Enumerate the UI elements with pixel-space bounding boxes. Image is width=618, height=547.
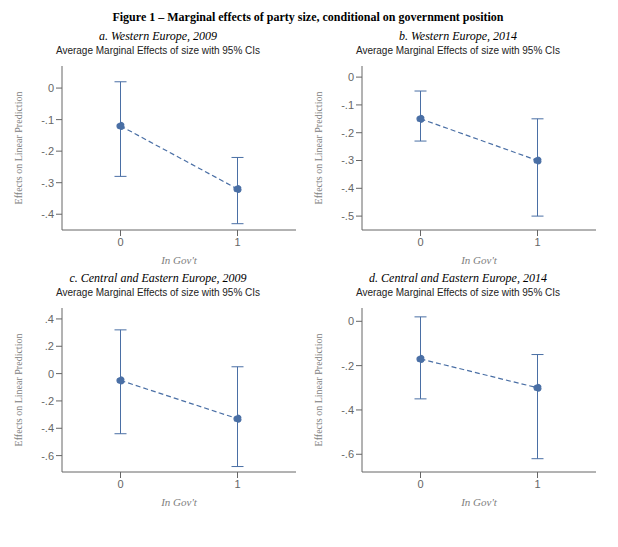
svg-text:-.2: -.2: [341, 360, 354, 372]
svg-text:1: 1: [534, 478, 540, 490]
svg-text:0: 0: [117, 236, 123, 248]
svg-text:Effects on Linear Prediction: Effects on Linear Prediction: [13, 334, 24, 447]
svg-text:In Gov't: In Gov't: [460, 254, 498, 266]
svg-text:Effects on Linear Prediction: Effects on Linear Prediction: [313, 92, 324, 205]
svg-text:0: 0: [348, 71, 354, 83]
svg-text:In Gov't: In Gov't: [160, 496, 198, 508]
svg-text:-.4: -.4: [341, 404, 354, 416]
svg-text:-.4: -.4: [41, 208, 54, 220]
svg-text:-.2: -.2: [41, 145, 54, 157]
html-text:a. Western Europe, 2009: a. Western Europe, 2009: [98, 29, 217, 43]
html-text:Average Marginal Effects of si: Average Marginal Effects of size with 95…: [55, 287, 261, 298]
svg-text:-.2: -.2: [341, 127, 354, 139]
svg-text:-.4: -.4: [41, 422, 54, 434]
svg-text:-.2: -.2: [41, 395, 54, 407]
svg-text:.2: .2: [45, 340, 54, 352]
svg-text:-.3: -.3: [341, 154, 354, 166]
svg-text:-.5: -.5: [341, 210, 354, 222]
svg-text:.4: .4: [45, 313, 54, 325]
svg-text:In Gov't: In Gov't: [160, 254, 198, 266]
svg-text:0: 0: [117, 478, 123, 490]
svg-text:-.1: -.1: [41, 114, 54, 126]
html-text:Figure 1 – Marginal effects of: Figure 1 – Marginal effects of party siz…: [112, 10, 504, 24]
svg-text:-.1: -.1: [341, 99, 354, 111]
svg-text:0: 0: [417, 236, 423, 248]
svg-text:0: 0: [48, 368, 54, 380]
html-text:d. Central and Eastern Europe,: d. Central and Eastern Europe, 2014: [369, 271, 547, 285]
html-text:b. Western Europe, 2014: b. Western Europe, 2014: [398, 29, 517, 43]
svg-text:-.6: -.6: [41, 450, 54, 462]
svg-text:In Gov't: In Gov't: [460, 496, 498, 508]
svg-text:1: 1: [234, 236, 240, 248]
svg-text:1: 1: [534, 236, 540, 248]
svg-text:-.3: -.3: [41, 177, 54, 189]
svg-text:-.4: -.4: [341, 182, 354, 194]
svg-text:0: 0: [417, 478, 423, 490]
html-text:Average Marginal Effects of si: Average Marginal Effects of size with 95…: [355, 287, 561, 298]
svg-text:0: 0: [48, 82, 54, 94]
svg-text:0: 0: [348, 315, 354, 327]
html-text:Average Marginal Effects of si: Average Marginal Effects of size with 95…: [355, 45, 561, 56]
html-text:Average Marginal Effects of si: Average Marginal Effects of size with 95…: [55, 45, 261, 56]
svg-text:-.6: -.6: [341, 448, 354, 460]
svg-text:1: 1: [234, 478, 240, 490]
svg-text:Effects on Linear Prediction: Effects on Linear Prediction: [313, 334, 324, 447]
html-text:c. Central and Eastern Europe,: c. Central and Eastern Europe, 2009: [69, 271, 247, 285]
svg-text:Effects on Linear Prediction: Effects on Linear Prediction: [13, 92, 24, 205]
